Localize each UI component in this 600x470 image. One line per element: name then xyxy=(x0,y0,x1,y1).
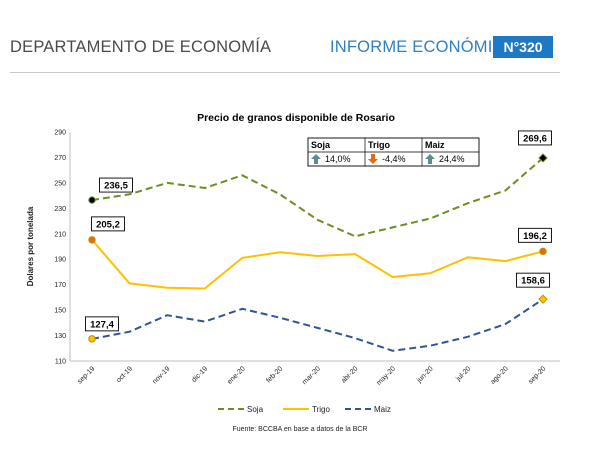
header-divider xyxy=(10,72,560,73)
data-label: 269,6 xyxy=(523,133,547,144)
legend-label-soja: Soja xyxy=(247,404,264,414)
series-point-trigo xyxy=(539,247,547,256)
x-tick-label: abr-20 xyxy=(340,365,359,384)
x-tick-label: dic-19 xyxy=(191,365,210,384)
data-label: 127,4 xyxy=(90,319,114,330)
legend-label-trigo: Trigo xyxy=(312,404,330,414)
y-tick-label: 290 xyxy=(54,130,66,137)
arrow-up-icon xyxy=(425,154,435,164)
chart-legend: Soja Trigo Maiz xyxy=(0,402,600,416)
legend-item-soja: Soja xyxy=(218,402,263,416)
y-tick-label: 270 xyxy=(54,155,66,162)
legend-item-maiz: Maiz xyxy=(345,402,391,416)
data-label-box xyxy=(518,227,552,243)
y-tick-label: 150 xyxy=(54,308,66,315)
x-tick-label: sep-20 xyxy=(527,365,547,385)
series-point-soja xyxy=(88,196,96,204)
summary-header-maiz: Maiz xyxy=(425,140,445,150)
series-line-soja xyxy=(91,157,544,238)
arrow-down-icon xyxy=(368,154,378,164)
summary-value-soja: 14,0% xyxy=(325,154,351,164)
y-axis-label: Dolares por tonelada xyxy=(26,206,35,286)
series-line-maiz xyxy=(91,298,544,352)
chart-title: Precio de granos disponible de Rosario xyxy=(197,112,395,124)
summary-header-trigo: Trigo xyxy=(368,140,391,150)
x-tick-label: may-20 xyxy=(376,365,398,387)
y-tick-label: 230 xyxy=(54,206,66,213)
legend-swatch-maiz xyxy=(345,408,371,410)
x-tick-label: oct-19 xyxy=(115,365,134,384)
series-point-maiz xyxy=(538,294,548,304)
series-line-trigo xyxy=(91,239,544,290)
data-label-box xyxy=(85,316,119,332)
arrow-up-icon xyxy=(311,154,321,164)
data-label: 236,5 xyxy=(104,181,128,192)
x-tick-label: feb-20 xyxy=(265,365,284,384)
data-label: 196,2 xyxy=(523,231,547,242)
data-label: 205,2 xyxy=(96,219,120,230)
report-number-badge: N°320 xyxy=(493,36,553,58)
department-title: DEPARTAMENTO DE ECONOMÍA xyxy=(10,38,272,56)
x-tick-label: ago-20 xyxy=(489,365,509,385)
data-label-box xyxy=(518,130,552,146)
summary-value-maiz: 24,4% xyxy=(439,154,465,164)
chart-source: Fuente: BCCBA en base a datos de la BCR xyxy=(232,426,368,433)
y-tick-label: 190 xyxy=(54,257,66,264)
x-tick-label: jun-20 xyxy=(415,365,434,384)
legend-swatch-trigo xyxy=(283,408,309,410)
x-tick-label: mar-20 xyxy=(301,365,322,386)
legend-item-trigo: Trigo xyxy=(283,402,330,416)
summary-value-trigo: -4,4% xyxy=(382,154,406,164)
data-label-box xyxy=(91,216,125,232)
x-tick-label: nov-19 xyxy=(151,365,171,385)
y-tick-label: 170 xyxy=(54,282,66,289)
y-tick-label: 110 xyxy=(55,359,66,366)
x-tick-label: ene-20 xyxy=(226,365,246,385)
series-point-trigo xyxy=(88,236,96,244)
legend-label-maiz: Maiz xyxy=(374,404,391,414)
y-tick-label: 210 xyxy=(54,231,66,238)
report-title: INFORME ECONÓMICO xyxy=(330,38,518,56)
y-tick-label: 130 xyxy=(54,333,66,340)
series-point-maiz xyxy=(88,335,96,343)
y-tick-label: 250 xyxy=(54,180,66,187)
data-label-box xyxy=(99,177,133,193)
data-label-box xyxy=(516,272,550,288)
data-label: 158,6 xyxy=(521,276,545,287)
summary-header-soja: Soja xyxy=(311,140,331,150)
x-tick-label: sep-19 xyxy=(76,365,96,385)
series-point-soja xyxy=(538,153,548,163)
x-tick-label: jul-20 xyxy=(454,365,472,383)
legend-swatch-soja xyxy=(218,408,244,410)
